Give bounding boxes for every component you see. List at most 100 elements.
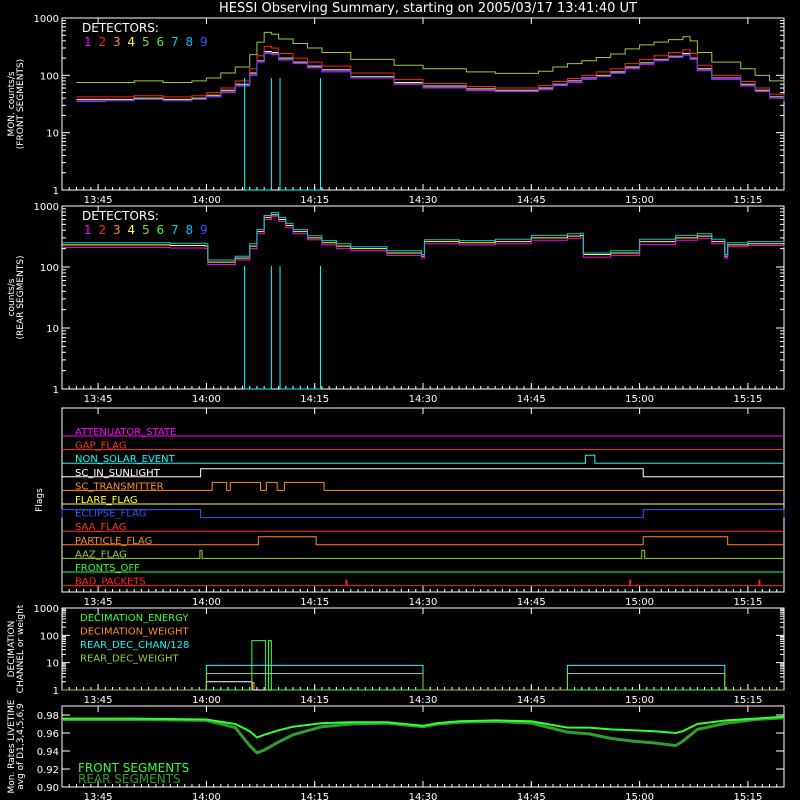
- decimation-xtick-label: 15:00: [625, 695, 654, 706]
- flag-label: SAA_FLAG: [75, 522, 126, 533]
- livetime-legend: FRONT SEGMENTS: [78, 761, 189, 775]
- front-series-line: [76, 53, 785, 102]
- flags-ylabel: Flags: [35, 488, 45, 512]
- rear-ylabel: (REAR SEGMENTS): [16, 255, 26, 339]
- front-xtick-label: 14:00: [192, 195, 221, 206]
- front-legend-number: 6: [157, 35, 165, 49]
- rear-dropout: [279, 266, 321, 390]
- rear-xtick-label: 14:00: [192, 394, 221, 405]
- front-xtick-label: 14:45: [517, 195, 546, 206]
- flag-trace: [62, 454, 784, 464]
- front-ytick-label: 1: [53, 186, 59, 197]
- flags-xtick-label: 15:00: [625, 597, 654, 608]
- decimation-legend: DECIMATION_WEIGHT: [80, 627, 189, 638]
- rear-ytick-label: 1000: [34, 202, 59, 213]
- rear-xtick-label: 14:15: [300, 394, 329, 405]
- flag-trace: [62, 481, 784, 491]
- decimation-xtick-label: 15:15: [733, 695, 762, 706]
- rear-legend-number: 2: [99, 223, 107, 237]
- flag-label: SC_IN_SUNLIGHT: [75, 468, 161, 479]
- front-legend-number: 1: [84, 35, 92, 49]
- front-legend-number: 8: [186, 35, 194, 49]
- front-legend-number: 4: [128, 35, 136, 49]
- decimation-legend: REAR_DEC_CHAN/128: [80, 640, 189, 651]
- livetime-ylabel: Mon. Rates LIVETIME: [7, 699, 17, 793]
- front-ytick-label: 10: [46, 129, 59, 140]
- front-xtick-label: 15:15: [733, 195, 762, 206]
- rear-xtick-label: 14:45: [517, 394, 546, 405]
- front-legend-number: 2: [99, 35, 107, 49]
- livetime-series-line: [62, 715, 785, 739]
- front-dropout: [244, 78, 272, 191]
- decimation-legend: REAR_DEC_WEIGHT: [80, 654, 179, 665]
- front-ytick-label: 100: [40, 71, 59, 82]
- front-series-line: [76, 31, 785, 83]
- rear-legend-number: 1: [84, 223, 92, 237]
- flags-xtick-label: 14:30: [409, 597, 438, 608]
- rear-xtick-label: 13:45: [84, 394, 113, 405]
- front-series-line: [76, 51, 785, 100]
- livetime-legend: REAR SEGMENTS: [78, 772, 181, 786]
- flag-trace: [62, 536, 784, 546]
- rear-dropout: [244, 266, 272, 390]
- rear-ytick-label: 1: [53, 385, 59, 396]
- rear-legend-number: 7: [171, 223, 179, 237]
- decimation-trace: [62, 673, 784, 691]
- rear-legend-number: 8: [186, 223, 194, 237]
- decimation-ytick-label: 1: [53, 686, 59, 697]
- rear-legend-title: DETECTORS:: [82, 209, 159, 223]
- flag-label: GAP_FLAG: [75, 441, 127, 452]
- decimation-ytick-label: 100: [40, 631, 59, 642]
- front-ylabel: (FRONT SEGMENTS): [16, 59, 26, 149]
- flag-label: BAD_PACKETS: [75, 577, 146, 588]
- flag-trace: [61, 509, 785, 519]
- livetime-xtick-label: 14:45: [517, 792, 546, 800]
- rear-legend-number: 9: [200, 223, 208, 237]
- front-xtick-label: 14:15: [300, 195, 329, 206]
- flags-xtick-label: 14:15: [300, 597, 329, 608]
- livetime-xtick-label: 15:00: [625, 792, 654, 800]
- rear-legend-number: 3: [113, 223, 121, 237]
- front-xtick-label: 14:30: [409, 195, 438, 206]
- rear-xtick-label: 15:15: [733, 394, 762, 405]
- decimation-ylabel: CHANNEL or weight: [16, 604, 26, 693]
- decimation-xtick-label: 14:00: [192, 695, 221, 706]
- decimation-xtick-label: 14:30: [409, 695, 438, 706]
- livetime-series-line: [62, 716, 785, 755]
- front-legend-number: 5: [142, 35, 150, 49]
- livetime-xtick-label: 13:45: [84, 792, 113, 800]
- decimation-ytick-label: 1000: [34, 604, 59, 615]
- rear-series-line: [62, 212, 785, 261]
- livetime-xtick-label: 14:30: [409, 792, 438, 800]
- livetime-ytick-label: 0.92: [37, 765, 59, 776]
- flags-xtick-label: 13:45: [84, 597, 113, 608]
- rear-ylabel: counts/s: [7, 278, 17, 316]
- front-series-line: [76, 52, 785, 102]
- flag-label: PARTICLE_FLAG: [75, 536, 152, 547]
- rear-legend-number: 4: [128, 223, 136, 237]
- livetime-ylabel: avg of D1,3,4,5,6,9: [16, 703, 26, 790]
- livetime-xtick-label: 14:15: [300, 792, 329, 800]
- livetime-ytick-label: 0.98: [37, 711, 59, 722]
- flag-label: FRONTS_OFF: [75, 563, 140, 574]
- front-legend-number: 7: [171, 35, 179, 49]
- decimation-xtick-label: 14:45: [517, 695, 546, 706]
- flags-xtick-label: 15:15: [733, 597, 762, 608]
- decimation-xtick-label: 14:15: [300, 695, 329, 706]
- decimation-ytick-label: 10: [46, 659, 59, 670]
- front-xtick-label: 13:45: [84, 195, 113, 206]
- livetime-xtick-label: 14:00: [192, 792, 221, 800]
- flag-trace: [62, 468, 784, 478]
- flag-label: FLARE_FLAG: [75, 495, 138, 506]
- flag-label: NON_SOLAR_EVENT: [75, 454, 176, 465]
- rear-xtick-label: 15:00: [625, 394, 654, 405]
- front-xtick-label: 15:00: [625, 195, 654, 206]
- flag-label: ATTENUATOR_STATE: [75, 427, 176, 438]
- front-series-line: [76, 45, 785, 98]
- livetime-ytick-label: 0.90: [37, 783, 59, 794]
- livetime-xtick-label: 15:15: [733, 792, 762, 800]
- livetime-ytick-label: 0.94: [37, 747, 59, 758]
- front-dropout: [279, 78, 321, 191]
- flags-xtick-label: 14:00: [192, 597, 221, 608]
